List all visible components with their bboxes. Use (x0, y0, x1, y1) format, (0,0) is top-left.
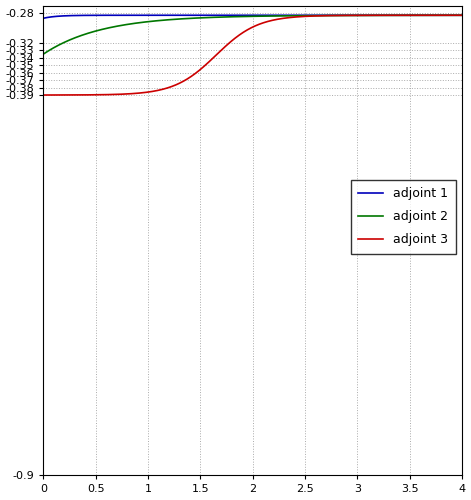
adjoint 3 (62, 92, 68, 98)
adjoint 2 (62, 39, 68, 45)
adjoint 1 (244, 12, 250, 18)
adjoint 2 (244, 14, 250, 20)
adjoint 1 (447, 12, 452, 18)
adjoint 2 (233, 14, 239, 20)
adjoint 2 (41, 51, 46, 57)
adjoint 2 (370, 12, 376, 18)
adjoint 2 (447, 12, 453, 18)
adjoint 1 (370, 12, 376, 18)
adjoint 3 (447, 12, 452, 18)
adjoint 3 (370, 12, 376, 18)
adjoint 2 (459, 12, 465, 18)
Line: adjoint 3: adjoint 3 (43, 16, 462, 95)
adjoint 3 (41, 92, 46, 98)
adjoint 2 (447, 12, 452, 18)
adjoint 1 (62, 13, 68, 19)
adjoint 1 (447, 12, 453, 18)
adjoint 3 (233, 34, 239, 40)
adjoint 3 (459, 12, 465, 18)
Line: adjoint 1: adjoint 1 (43, 16, 462, 18)
adjoint 3 (244, 27, 250, 33)
adjoint 1 (453, 12, 458, 18)
Line: adjoint 2: adjoint 2 (43, 16, 462, 54)
adjoint 1 (233, 12, 239, 18)
adjoint 1 (459, 12, 465, 18)
adjoint 1 (41, 15, 46, 21)
Legend: adjoint 1, adjoint 2, adjoint 3: adjoint 1, adjoint 2, adjoint 3 (350, 180, 455, 254)
adjoint 3 (447, 12, 453, 18)
